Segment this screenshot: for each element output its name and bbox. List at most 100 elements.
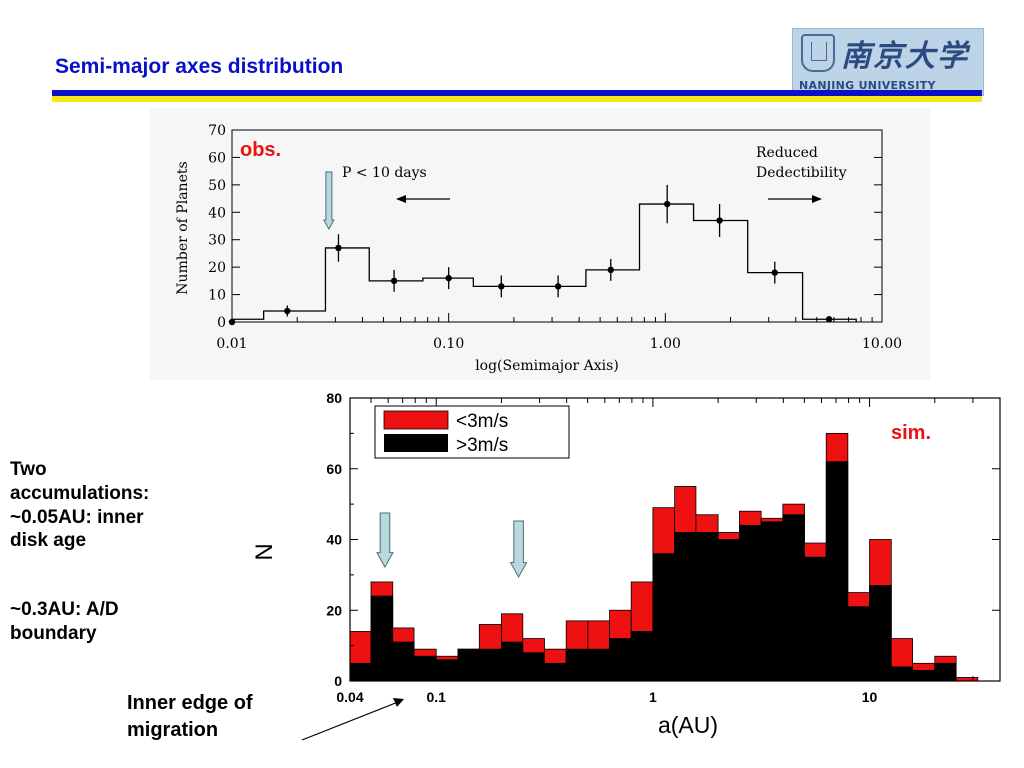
y-tick-label: 60 <box>326 461 342 477</box>
bar-high-amplitude <box>565 648 589 682</box>
bar-high-amplitude <box>912 669 936 682</box>
data-point <box>825 316 833 323</box>
legend-swatch-high <box>384 434 448 452</box>
y-tick-label: 40 <box>326 532 342 548</box>
y-axis-label: N <box>251 543 278 560</box>
y-tick-label: 0 <box>217 315 226 331</box>
bar-high-amplitude <box>695 532 719 682</box>
note-line: Two <box>10 459 47 480</box>
note-line: boundary <box>10 622 97 644</box>
obs-tag: obs. <box>240 139 281 161</box>
x-tick-label: 10.00 <box>862 336 902 352</box>
y-tick-label: 80 <box>326 390 342 406</box>
bar-high-amplitude <box>457 648 480 682</box>
note-line: accumulations: <box>10 482 150 504</box>
bar-high-amplitude <box>435 659 459 682</box>
y-tick-label: 20 <box>208 260 226 276</box>
bar-high-amplitude <box>869 585 892 682</box>
x-tick-label: 0.1 <box>426 689 446 705</box>
down-arrow-marker <box>323 171 335 231</box>
x-tick-label: 1 <box>649 689 657 705</box>
bar-high-amplitude <box>760 521 784 682</box>
left-arrow-head <box>396 195 406 203</box>
plot-frame <box>231 129 883 323</box>
data-point <box>335 244 342 252</box>
migration-arrow <box>301 698 404 741</box>
data-point <box>284 307 291 315</box>
bar-high-amplitude <box>501 641 524 682</box>
data-point <box>663 200 671 208</box>
x-tick-label: 10 <box>862 689 878 705</box>
bar-high-amplitude <box>652 553 676 682</box>
data-point <box>554 283 562 290</box>
data-point <box>498 283 505 290</box>
accumulations-note: Two accumulations: ~0.05AU: inner disk a… <box>10 458 149 553</box>
note-line: ~0.3AU: A/D <box>10 599 119 620</box>
title-rule-yellow <box>52 96 982 102</box>
sim-tag: sim. <box>891 422 931 444</box>
bar-high-amplitude <box>522 652 545 682</box>
x-tick-label: 0.04 <box>336 689 363 705</box>
data-point <box>716 217 723 224</box>
detectability-label: Dedectibility <box>756 165 847 181</box>
y-tick-label: 30 <box>208 233 226 249</box>
logo-english-text: NANJING UNIVERSITY <box>799 79 936 92</box>
bar-high-amplitude <box>609 638 632 682</box>
down-arrow-marker <box>509 520 528 579</box>
down-arrow-marker <box>376 512 394 569</box>
data-point <box>390 277 398 285</box>
y-tick-label: 10 <box>208 288 226 304</box>
bar-high-amplitude <box>782 514 805 682</box>
bar-high-amplitude <box>804 556 827 682</box>
bar-high-amplitude <box>825 461 849 682</box>
observed-panel-background <box>150 108 930 380</box>
x-tick-label: 0.10 <box>433 336 464 352</box>
y-tick-label: 50 <box>208 178 226 194</box>
x-tick-label: 1.00 <box>650 336 681 352</box>
bar-high-amplitude <box>587 648 610 682</box>
detectability-label: Reduced <box>756 145 818 161</box>
legend-swatch-low <box>383 410 449 430</box>
bar-high-amplitude <box>413 655 437 682</box>
y-tick-label: 20 <box>326 602 342 618</box>
x-axis-label: log(Semimajor Axis) <box>475 358 619 374</box>
x-tick-label: 0.01 <box>216 336 247 352</box>
bar-high-amplitude <box>392 641 415 682</box>
bar-high-amplitude <box>544 662 567 682</box>
period-label: P < 10 days <box>342 165 427 181</box>
note-line: migration <box>127 719 219 741</box>
y-tick-label: 70 <box>208 123 226 139</box>
observed-histogram: 0 10 20 30 40 50 60 70 0.01 0.10 1.00 10.00 obs. P < … <box>175 123 902 374</box>
bar-high-amplitude <box>349 662 372 682</box>
seal-emblem-icon <box>801 34 835 72</box>
legend-label-high: >3m/s <box>456 435 508 456</box>
boundary-note: ~0.3AU: A/D boundary <box>10 598 119 646</box>
y-axis-label: Number of Planets <box>175 161 191 294</box>
data-point <box>771 269 778 276</box>
title-rule-blue <box>52 90 982 96</box>
right-arrow-head <box>812 195 822 203</box>
bar-high-amplitude <box>934 662 957 682</box>
bar-high-amplitude <box>630 631 654 682</box>
note-line: ~0.05AU: inner <box>10 506 144 528</box>
bar-high-amplitude <box>674 532 697 682</box>
note-line: Inner edge of <box>127 692 253 714</box>
bar-high-amplitude <box>847 606 870 682</box>
x-axis-label: a(AU) <box>658 712 718 738</box>
slide-title: Semi-major axes distribution <box>55 55 344 78</box>
data-point <box>607 266 614 274</box>
data-point <box>445 274 452 282</box>
logo-chinese-text: 南京大学 <box>841 39 969 74</box>
y-tick-label: 60 <box>208 150 226 166</box>
note-line: disk age <box>10 530 87 552</box>
y-tick-label: 40 <box>208 205 226 221</box>
bar-high-amplitude <box>717 539 740 682</box>
bar-high-amplitude <box>370 595 394 682</box>
data-point <box>228 318 236 326</box>
bar-high-amplitude <box>478 648 502 682</box>
migration-note: Inner edge of migration <box>127 690 253 744</box>
bar-high-amplitude <box>890 666 913 682</box>
legend-label-low: <3m/s <box>456 411 508 432</box>
simulated-histogram: 0 20 40 60 80 0.04 0.1 1 10 <3m/s >3m/s sim. a(AU) N <box>251 390 1001 738</box>
